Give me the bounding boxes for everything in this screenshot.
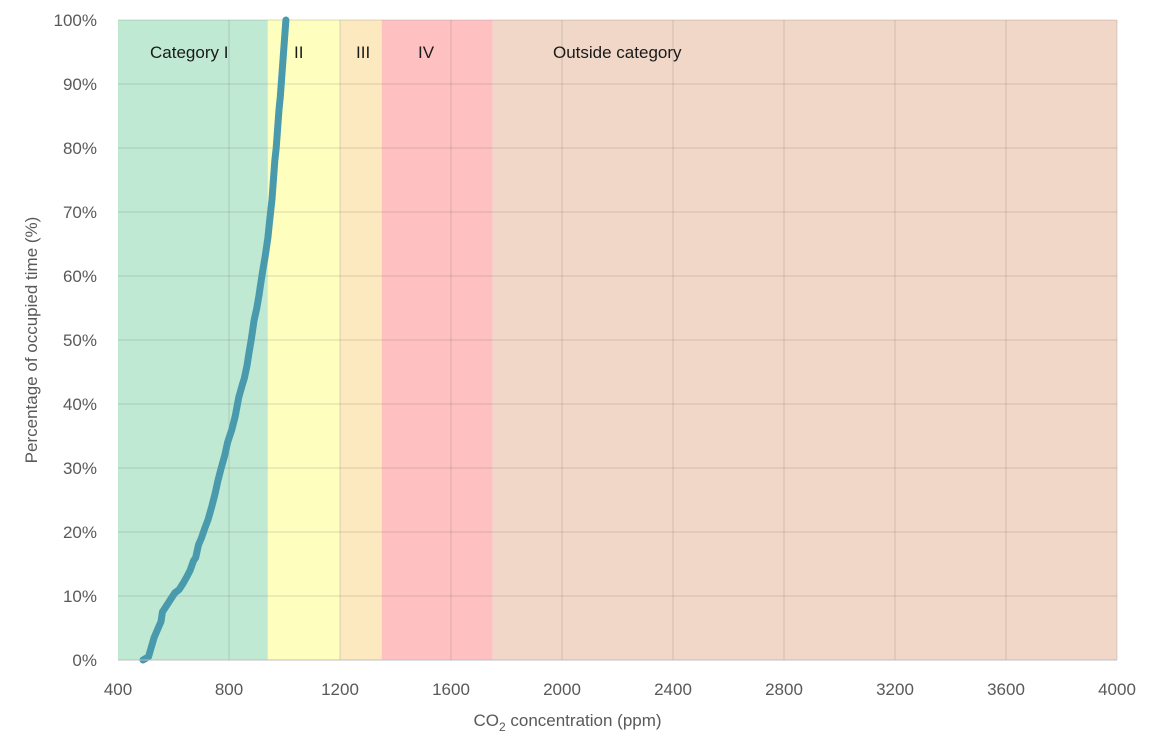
- y-tick-label: 50%: [63, 331, 97, 350]
- x-axis-title-prefix: CO: [473, 711, 499, 730]
- band-4: [381, 20, 493, 660]
- band-label-5: Outside category: [553, 43, 682, 62]
- x-tick-label: 4000: [1098, 680, 1136, 699]
- y-tick-label: 70%: [63, 203, 97, 222]
- y-tick-label: 60%: [63, 267, 97, 286]
- x-tick-label: 400: [104, 680, 132, 699]
- x-tick-label: 1600: [432, 680, 470, 699]
- y-tick-label: 0%: [72, 651, 97, 670]
- category-bands: [118, 20, 1117, 660]
- category-band-labels: Category I II III IV Outside category: [150, 43, 682, 62]
- band-3: [340, 20, 382, 660]
- band-5: [492, 20, 1117, 660]
- x-axis-ticks: 400 800 1200 1600 2000 2400 2800 3200 3600 4000: [104, 680, 1136, 699]
- band-label-3: III: [356, 43, 370, 62]
- y-tick-label: 20%: [63, 523, 97, 542]
- x-axis-title-subscript: 2: [499, 720, 506, 734]
- x-tick-label: 3200: [876, 680, 914, 699]
- band-label-4: IV: [418, 43, 435, 62]
- x-tick-label: 800: [215, 680, 243, 699]
- x-axis-title-suffix: concentration (ppm): [506, 711, 662, 730]
- y-axis-title: Percentage of occupied time (%): [22, 217, 41, 464]
- y-tick-label: 90%: [63, 75, 97, 94]
- band-label-1: Category I: [150, 43, 228, 62]
- y-axis-ticks: 0% 10% 20% 30% 40% 50% 60% 70% 80% 90% 100%: [54, 11, 97, 670]
- x-axis-title: CO2 concentration (ppm): [473, 711, 661, 734]
- series-layer: [139, 16, 290, 664]
- y-tick-label: 10%: [63, 587, 97, 606]
- y-tick-label: 30%: [63, 459, 97, 478]
- x-tick-label: 1200: [321, 680, 359, 699]
- y-tick-label: 40%: [63, 395, 97, 414]
- band-1: [118, 20, 268, 660]
- x-tick-label: 2400: [654, 680, 692, 699]
- x-tick-label: 3600: [987, 680, 1025, 699]
- y-tick-label: 100%: [54, 11, 97, 30]
- gridlines: [118, 19, 1118, 660]
- band-label-2: II: [294, 43, 303, 62]
- x-tick-label: 2800: [765, 680, 803, 699]
- series-line-1: [139, 16, 290, 664]
- y-tick-label: 80%: [63, 139, 97, 158]
- x-tick-label: 2000: [543, 680, 581, 699]
